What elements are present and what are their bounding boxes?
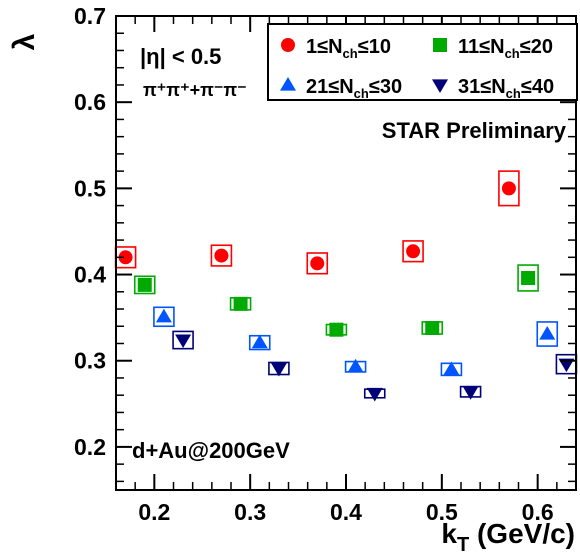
legend-label: 1≤Nch≤10 [306, 36, 391, 61]
sys-error-box [153, 306, 175, 328]
data-point [270, 362, 287, 377]
sys-error-box [498, 170, 520, 207]
data-point [406, 244, 421, 259]
y-tick-label: 0.6 [74, 89, 106, 115]
data-point [558, 358, 575, 373]
legend-marker [281, 38, 295, 52]
data-point [118, 250, 133, 265]
data-point [539, 326, 556, 340]
legend-marker [433, 38, 447, 52]
sys-error-box [517, 264, 539, 292]
x-tick-label: 0.6 [522, 499, 554, 525]
data-point [137, 277, 152, 292]
data-point [366, 387, 383, 402]
x-tick-label: 0.5 [426, 499, 458, 525]
data-point [310, 256, 325, 271]
x-axis-label-sub: T [457, 534, 469, 554]
sys-error-box [210, 244, 233, 267]
y-tick-label: 0.2 [74, 434, 106, 460]
pion-sign-annotation: π⁺π⁺+π⁻π⁻ [143, 80, 247, 100]
data-point [462, 386, 479, 400]
data-point [521, 270, 536, 285]
legend-marker [432, 79, 448, 93]
x-tick-label: 0.3 [234, 499, 266, 525]
star-preliminary-label: STAR Preliminary [382, 118, 567, 143]
chart-legend: 1≤Nch≤10 11≤Nch≤20 21≤Nch≤30 31≤Nch≤40 [267, 23, 578, 101]
chart-axes: 0.2 0.3 0.4 0.5 0.6 0.7 0.2 0.3 0.4 0.5 0.6 [74, 3, 577, 525]
data-point [251, 334, 268, 349]
sys-error-box [172, 330, 194, 350]
legend-label: 31≤Nch≤40 [458, 76, 554, 101]
data-point [155, 308, 172, 323]
x-axis-label-k: k [441, 518, 457, 549]
legend-label: 21≤Nch≤30 [306, 76, 402, 101]
x-tick-label: 0.4 [330, 499, 362, 525]
data-point [175, 334, 192, 349]
sys-error-box [536, 321, 559, 347]
eta-cut-annotation: |η| < 0.5 [140, 44, 221, 69]
chart-marks [114, 170, 578, 402]
legend-marker [280, 77, 296, 91]
data-point [329, 322, 344, 337]
data-point [443, 361, 460, 375]
sys-error-box [133, 275, 156, 295]
legend-label: 11≤Nch≤20 [458, 36, 553, 61]
sys-error-box [402, 240, 424, 263]
sys-error-box [306, 252, 329, 275]
data-point [347, 358, 364, 373]
data-point [214, 248, 229, 263]
y-tick-label: 0.4 [74, 262, 106, 288]
legend-box [267, 23, 578, 101]
y-tick-label: 0.3 [74, 348, 106, 374]
x-tick-label: 0.2 [138, 499, 170, 525]
y-tick-label: 0.7 [74, 3, 106, 29]
data-point [501, 181, 516, 196]
data-point [425, 320, 440, 335]
y-tick-label: 0.5 [74, 175, 106, 201]
data-point [233, 296, 248, 311]
x-axis-label-unit: (GeV/c) [469, 518, 575, 549]
x-axis-label: kT (GeV/c) [441, 518, 575, 554]
y-axis-label: λ [8, 33, 41, 50]
system-annotation: d+Au@200GeV [132, 438, 290, 463]
